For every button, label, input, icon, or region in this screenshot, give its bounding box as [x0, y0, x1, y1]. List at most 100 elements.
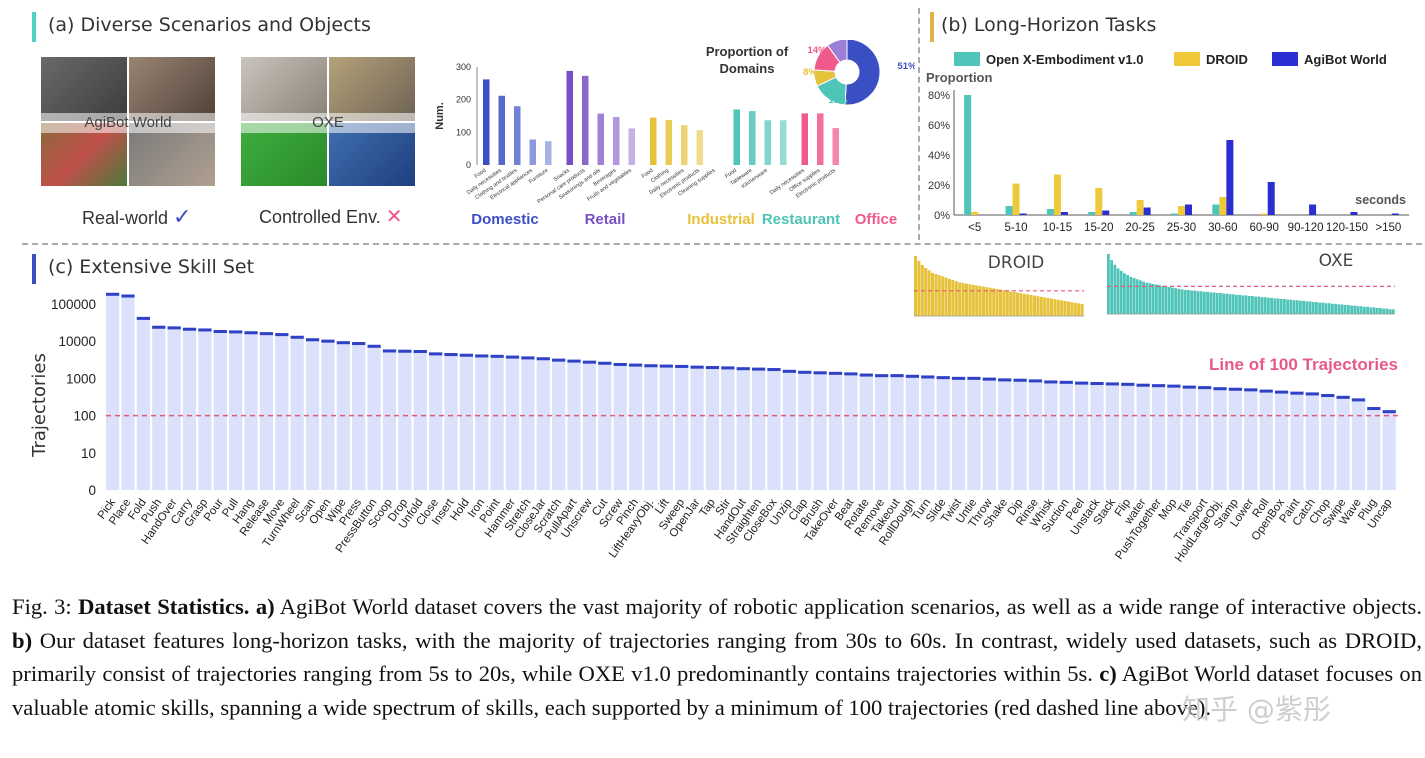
bar: [1350, 212, 1358, 215]
pie-slice: [826, 40, 848, 63]
bar: [1105, 382, 1119, 490]
bar: [1059, 380, 1073, 490]
bar: [859, 373, 873, 490]
x-axis-unit: seconds: [1355, 193, 1406, 207]
inset-bar: [1029, 295, 1033, 316]
bar: [121, 294, 135, 490]
bar-cap: [1290, 391, 1304, 395]
panel-c-title: (c) Extensive Skill Set: [48, 256, 255, 278]
inset-bar: [931, 272, 934, 316]
inset-bar: [1132, 278, 1136, 314]
inset-bar: [1385, 308, 1389, 314]
inset-bar: [1050, 298, 1053, 316]
figure-caption: Fig. 3: Dataset Statistics. a) AgiBot Wo…: [12, 594, 1422, 720]
bar: [1090, 382, 1104, 490]
bar-cap: [844, 372, 858, 376]
inset-bar: [917, 260, 921, 316]
inset-bar: [1077, 303, 1081, 316]
bar: [582, 360, 597, 490]
bar: [665, 119, 672, 165]
inset-bar: [934, 274, 938, 316]
bar: [1219, 197, 1227, 215]
bar: [1274, 390, 1289, 490]
inset-bar: [1026, 294, 1030, 316]
bar-cap: [951, 376, 966, 380]
inset-bar: [1215, 293, 1219, 314]
bar: [1267, 182, 1275, 215]
bar-cap: [259, 332, 274, 336]
bar: [1182, 385, 1196, 490]
x-tick-label: 15-20: [1084, 222, 1113, 234]
bar-cap: [1213, 387, 1227, 391]
bar-cap: [106, 292, 120, 296]
bar-cap: [352, 342, 366, 346]
bar-cap: [782, 369, 796, 373]
bar: [213, 330, 227, 490]
bar-cap: [1351, 398, 1366, 402]
bar-cap: [1105, 382, 1119, 386]
divider-vertical: [918, 8, 920, 240]
inset-bar: [1053, 299, 1057, 316]
bar: [152, 325, 166, 490]
inset-bar: [1019, 293, 1023, 316]
bar-cap: [767, 368, 781, 372]
inset-bar: [1174, 288, 1177, 314]
bar-cap: [828, 371, 843, 375]
bar-cap: [505, 355, 520, 359]
pie-slice: [844, 40, 881, 106]
inset-bar: [1196, 291, 1200, 314]
inset-bar: [995, 289, 999, 316]
check-icon: ✓: [173, 204, 192, 229]
inset-bar: [1067, 301, 1070, 316]
real-world-label: Real-world ✓: [82, 204, 192, 229]
inset-bar: [1080, 304, 1084, 316]
bar: [1151, 384, 1166, 490]
agibot-photo-collage: AgiBot World: [41, 57, 215, 186]
inset-bar: [1107, 254, 1110, 314]
inset-bar: [1002, 290, 1006, 316]
inset-bar: [1311, 302, 1315, 314]
inset-bar: [1369, 307, 1373, 314]
bar: [1336, 395, 1350, 490]
bar: [106, 292, 120, 490]
oxe-label: OXE: [241, 113, 415, 133]
inset-bar: [1340, 304, 1344, 314]
bar: [498, 95, 505, 165]
bar: [1012, 183, 1020, 215]
inset-bar: [1270, 297, 1273, 314]
inset-bar: [1382, 308, 1385, 314]
inset-bar: [988, 287, 992, 316]
inset-bar: [1009, 291, 1013, 316]
inset-bar: [1308, 301, 1312, 314]
bar: [1178, 206, 1185, 215]
y-tick-label: 10: [81, 446, 96, 461]
inset-bar: [958, 282, 962, 316]
bar: [982, 377, 996, 490]
inset-bar: [1327, 303, 1331, 314]
inset-bar: [1183, 290, 1187, 314]
bar: [1005, 206, 1013, 215]
legend-swatch: [954, 52, 980, 66]
bar-cap: [367, 344, 381, 348]
bar-cap: [1059, 380, 1073, 384]
bar-cap: [536, 357, 550, 361]
inset-bar: [1056, 299, 1060, 316]
x-tick-label: 30-60: [1208, 222, 1237, 234]
inset-bar: [941, 276, 945, 316]
y-tick-label: 0: [466, 160, 471, 170]
inset-bar: [1273, 298, 1277, 314]
inset-bar: [1033, 295, 1036, 316]
inset-bar: [1203, 291, 1206, 314]
inset-bar: [1073, 302, 1077, 316]
bar: [749, 111, 756, 165]
y-tick-label: 300: [456, 62, 471, 72]
panel-a-accent: [32, 12, 36, 42]
bar-cap: [659, 364, 673, 368]
inset-bar: [1331, 303, 1334, 314]
y-tick-label: 80%: [928, 90, 950, 102]
bar: [1290, 391, 1304, 490]
inset-bar: [1123, 273, 1126, 314]
bar-cap: [444, 353, 458, 357]
bar: [567, 359, 581, 490]
inset-bar: [1151, 284, 1155, 314]
